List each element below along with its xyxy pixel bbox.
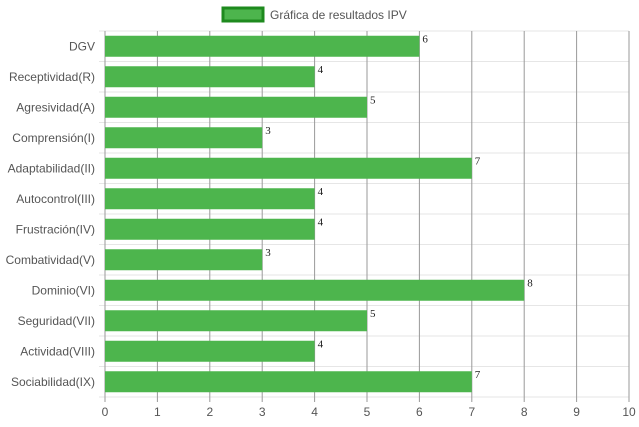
x-tick-label: 2: [206, 405, 213, 419]
x-tick-label: 0: [102, 405, 109, 419]
category-label: Receptividad(R): [9, 70, 95, 84]
category-label: Frustración(IV): [16, 222, 95, 236]
category-label: Agresividad(A): [16, 100, 95, 114]
bar[interactable]: [105, 157, 472, 179]
data-label: 4: [318, 338, 324, 350]
x-tick-labels: 0 1 2 3 4 5 6 7 8 9 10: [102, 405, 636, 419]
bar[interactable]: [105, 127, 263, 149]
category-gridlines: [99, 30, 629, 398]
data-labels: 6 4 5 3 7 4 4 3 8 5 4 7: [265, 33, 533, 381]
legend-swatch: [221, 6, 265, 23]
legend-label: Gráfica de resultados IPV: [270, 8, 407, 22]
x-tick-label: 8: [521, 405, 528, 419]
category-label: Combatividad(V): [6, 253, 95, 267]
category-label: Sociabilidad(IX): [11, 375, 95, 389]
data-label: 5: [370, 308, 376, 320]
data-label: 5: [370, 94, 376, 106]
value-gridlines: [104, 31, 630, 402]
data-label: 6: [422, 33, 428, 45]
data-label: 3: [265, 247, 271, 259]
x-tick-label: 1: [154, 405, 161, 419]
bar[interactable]: [105, 35, 420, 57]
bar[interactable]: [105, 340, 315, 362]
x-tick-label: 9: [573, 405, 580, 419]
bar[interactable]: [105, 279, 525, 301]
data-label: 3: [265, 125, 271, 137]
bar[interactable]: [105, 188, 315, 210]
x-tick-label: 5: [364, 405, 371, 419]
bar[interactable]: [105, 249, 263, 271]
category-label: Seguridad(VII): [18, 314, 95, 328]
x-tick-label: 10: [622, 405, 636, 419]
bar[interactable]: [105, 218, 315, 240]
bar[interactable]: [105, 66, 315, 88]
data-label: 4: [318, 216, 324, 228]
category-label: DGV: [69, 39, 95, 53]
category-labels: DGV Receptividad(R) Agresividad(A) Comprens…: [6, 39, 95, 389]
data-label: 7: [475, 369, 481, 381]
data-label: 4: [318, 186, 324, 198]
legend[interactable]: Gráfica de resultados IPV: [221, 6, 407, 23]
x-tick-label: 7: [468, 405, 475, 419]
bar[interactable]: [105, 96, 367, 118]
bars: [105, 35, 525, 393]
bar[interactable]: [105, 310, 367, 332]
category-label: Comprensión(I): [12, 131, 95, 145]
category-label: Autocontrol(III): [16, 192, 95, 206]
category-label: Actividad(VIII): [20, 344, 95, 358]
data-label: 7: [475, 155, 481, 167]
category-label: Dominio(VI): [32, 283, 95, 297]
x-tick-label: 6: [416, 405, 423, 419]
data-label: 4: [318, 64, 324, 76]
x-tick-label: 4: [311, 405, 318, 419]
data-label: 8: [527, 277, 533, 289]
bar[interactable]: [105, 371, 472, 393]
category-label: Adaptabilidad(II): [8, 161, 95, 175]
x-tick-label: 3: [259, 405, 266, 419]
